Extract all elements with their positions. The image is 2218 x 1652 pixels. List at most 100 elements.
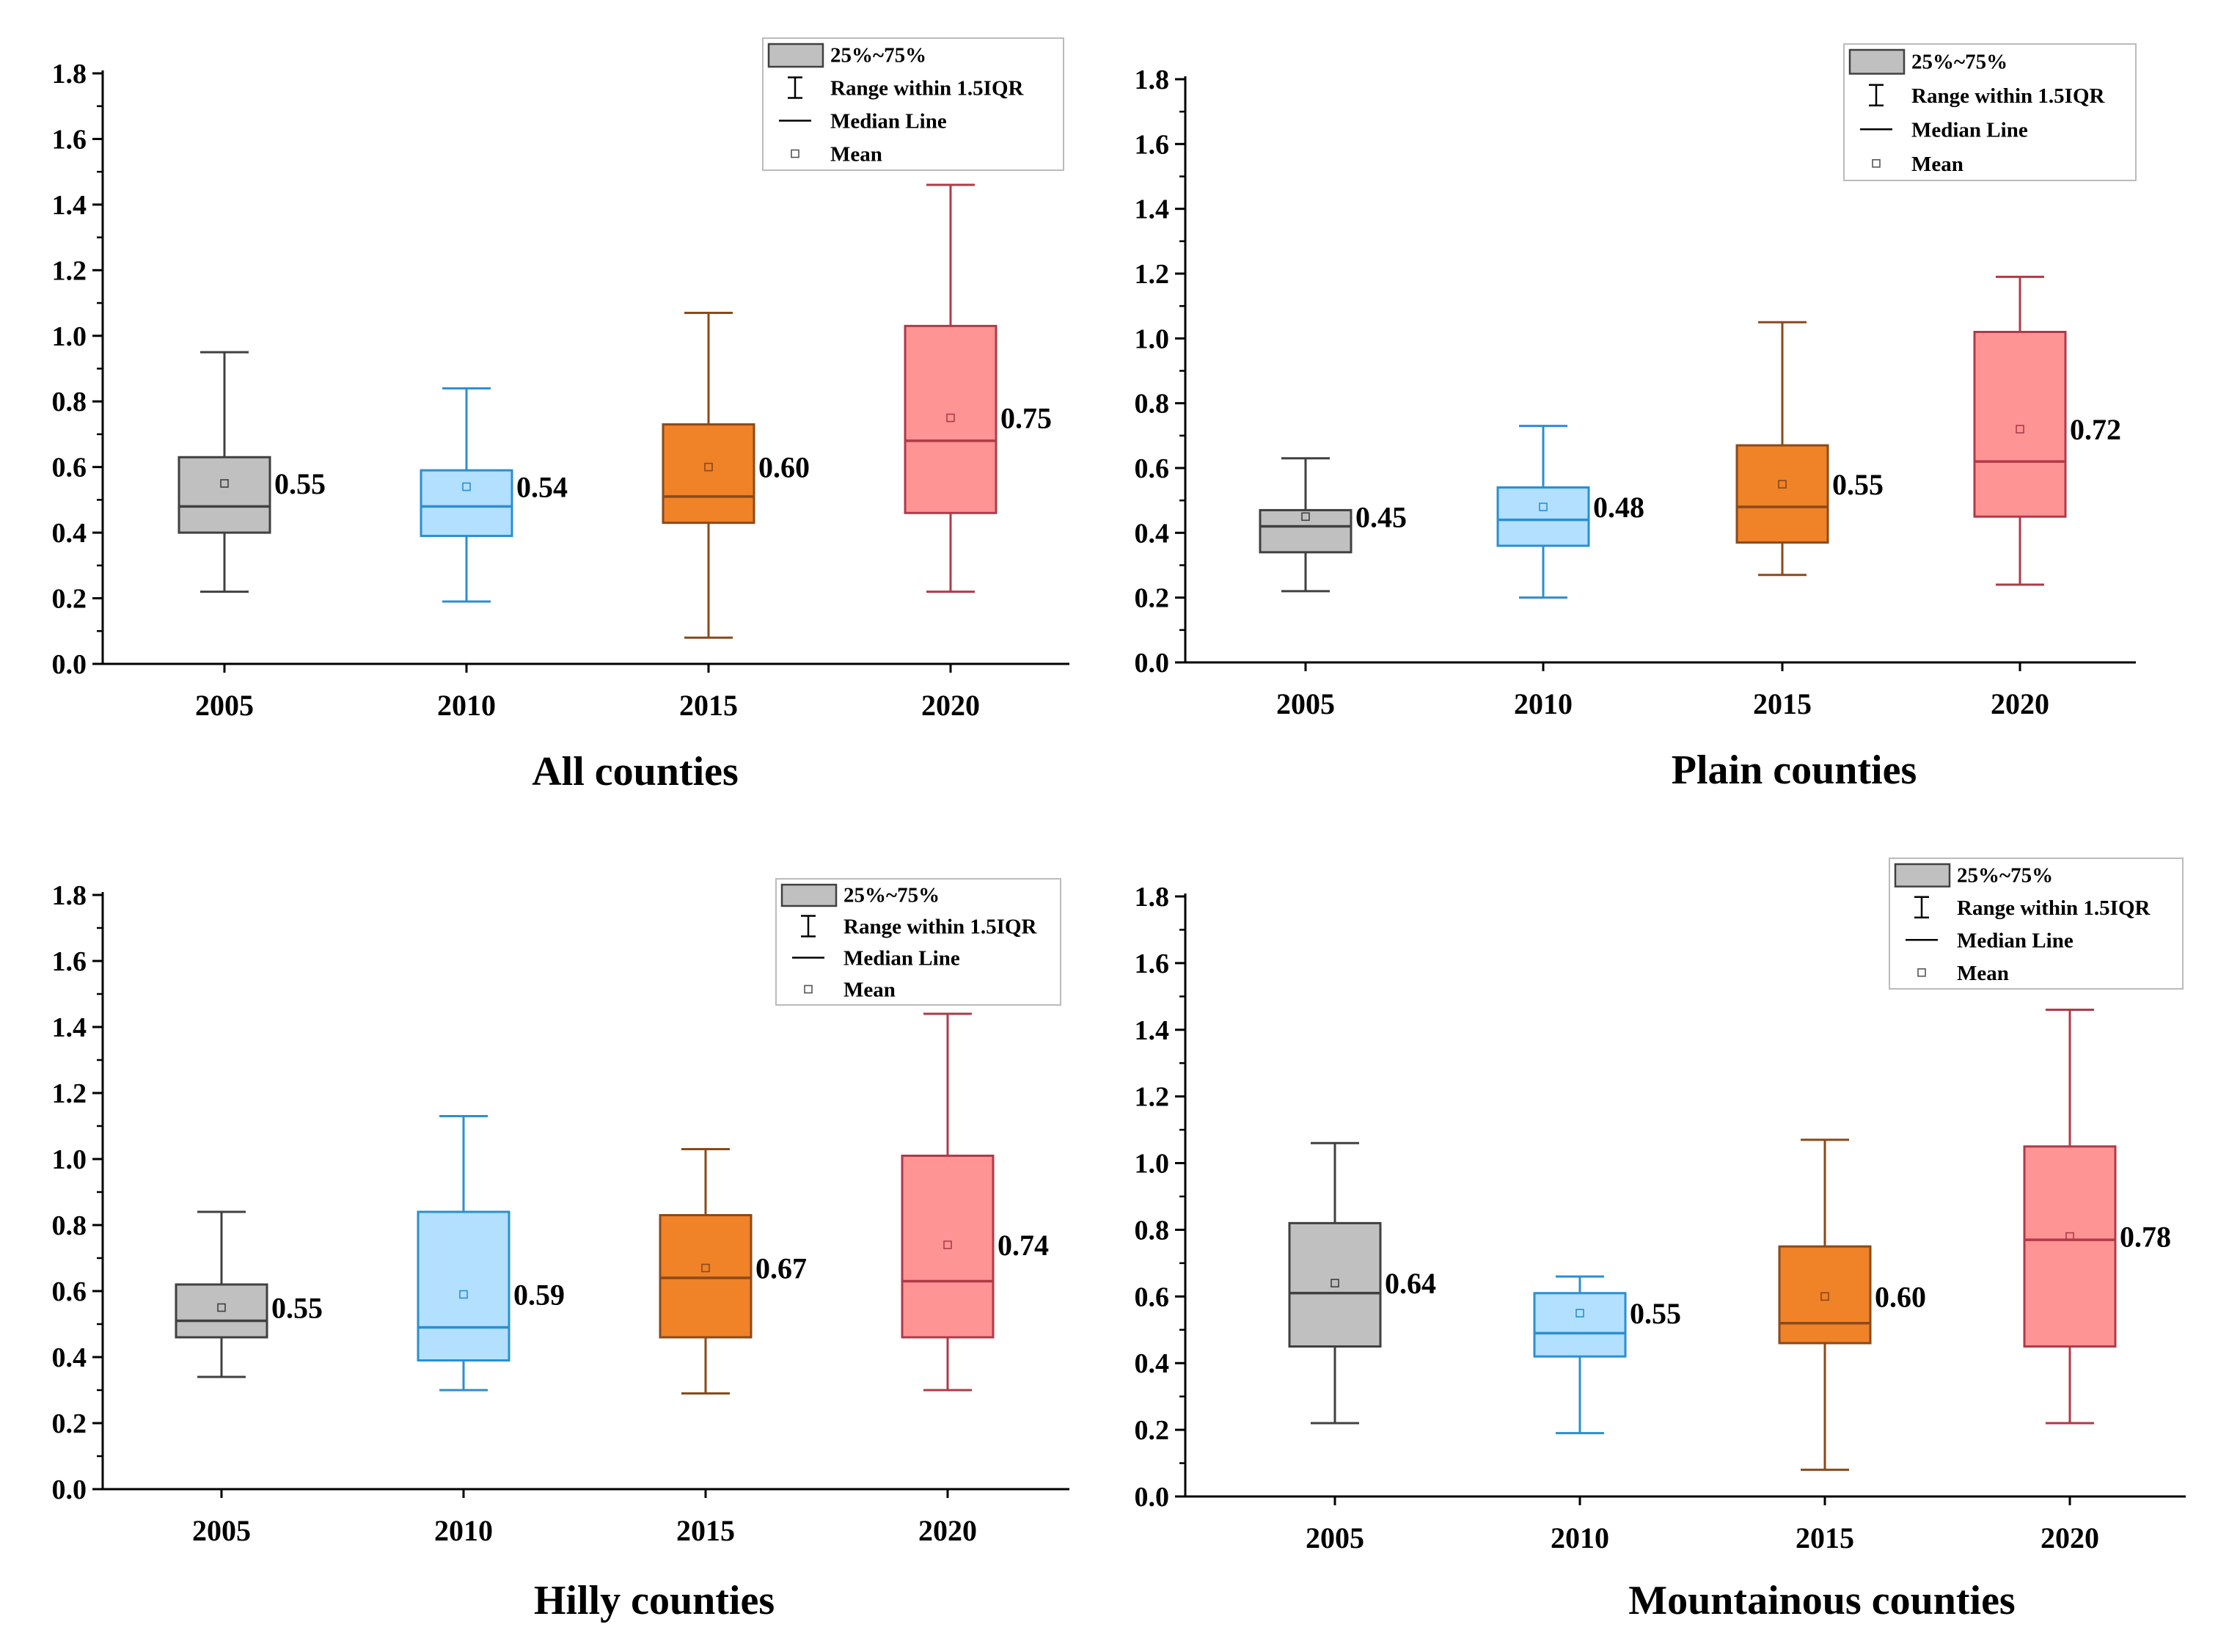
iqr-box [662, 423, 755, 525]
y-tick-label: 1.2 [52, 1078, 87, 1109]
legend-mean-symbol [1917, 968, 1926, 977]
iqr-box [1259, 508, 1353, 554]
y-tick-label: 1.0 [52, 321, 87, 352]
y-tick-label: 0.8 [52, 387, 87, 417]
mean-marker [2065, 1232, 2074, 1241]
legend-mean-label: Mean [1957, 962, 2009, 985]
y-tick-label: 1.4 [52, 190, 87, 221]
mean-marker [1820, 1292, 1829, 1301]
mean-marker [701, 1263, 710, 1273]
legend: 25%~75% Range within 1.5IQR Median Line Mea… [1843, 43, 2137, 181]
mean-marker [704, 462, 713, 472]
legend-box-swatch [1848, 48, 1906, 75]
y-tick-label: 1.0 [1135, 1149, 1170, 1180]
box-2020: 0.75 [904, 183, 1052, 593]
box-2010: 0.48 [1496, 425, 1644, 599]
box-2005: 0.64 [1288, 1141, 1436, 1425]
legend-mean-symbol [791, 149, 799, 158]
y-tick-label: 0.4 [52, 518, 87, 549]
y-tick-label: 1.8 [52, 880, 87, 911]
iqr-box [1973, 331, 2067, 518]
mean-value-label: 0.60 [758, 451, 810, 484]
box-2010: 0.55 [1533, 1275, 1681, 1435]
mean-value-label: 0.78 [2120, 1221, 2171, 1254]
legend-box-swatch [767, 43, 824, 68]
panel-title: Plain counties [1672, 748, 1917, 793]
y-tick-label: 1.2 [1135, 259, 1170, 290]
iqr-box [2023, 1145, 2117, 1348]
x-tick-label: 2005 [1306, 1521, 1364, 1554]
box-2015: 0.55 [1735, 321, 1884, 577]
legend-median-label: Median Line [1911, 118, 2028, 142]
box-2020: 0.78 [2023, 1009, 2171, 1425]
iqr-box [420, 469, 513, 538]
x-tick-label: 2015 [1753, 687, 1812, 720]
legend-mean-label: Mean [843, 979, 896, 1002]
x-tick-label: 2015 [1796, 1521, 1854, 1554]
legend-median-label: Median Line [843, 947, 960, 971]
mean-marker [1575, 1309, 1584, 1317]
iqr-box [659, 1214, 753, 1339]
legend-range-label: Range within 1.5IQR [830, 77, 1025, 100]
mean-value-label: 0.74 [998, 1229, 1049, 1262]
y-tick-label: 1.4 [52, 1012, 87, 1043]
legend-box-swatch [780, 883, 838, 907]
x-tick-label: 2015 [676, 1514, 735, 1547]
y-tick-label: 0.2 [52, 1408, 87, 1439]
legend-range-label: Range within 1.5IQR [1911, 84, 2106, 108]
iqr-box [417, 1210, 510, 1362]
iqr-box [1778, 1245, 1872, 1345]
y-tick-label: 1.8 [1135, 65, 1170, 95]
chart-panel-2: 0.0 0.2 0.4 0.6 0.8 1.0 1.2 1.4 1.6 1.8 0.45 2005 0.… [1135, 43, 2137, 793]
box-2010: 0.54 [420, 387, 568, 603]
legend-median-label: Median Line [1957, 929, 2074, 952]
box-2015: 0.60 [1778, 1139, 1926, 1472]
mean-value-label: 0.67 [755, 1252, 807, 1285]
mean-marker [459, 1290, 468, 1299]
legend-box-swatch [1894, 863, 1951, 888]
mean-marker [462, 482, 471, 491]
chart-panel-3: 0.0 0.2 0.4 0.6 0.8 1.0 1.2 1.4 1.6 1.8 0.55 2005 0.… [52, 878, 1069, 1623]
y-tick-label: 1.8 [1135, 882, 1170, 913]
panel-title: Hilly counties [534, 1578, 775, 1623]
y-tick-label: 1.4 [1135, 194, 1170, 225]
legend-box-label: 25%~75% [843, 884, 940, 907]
y-tick-label: 0.6 [1135, 1282, 1170, 1312]
y-tick-label: 0.2 [1135, 583, 1170, 614]
mean-marker [2016, 425, 2024, 434]
y-tick-label: 0.0 [1135, 1482, 1170, 1513]
mean-marker [220, 479, 229, 488]
y-tick-label: 0.0 [52, 1474, 87, 1505]
iqr-box [1288, 1221, 1382, 1348]
x-tick-label: 2005 [195, 689, 254, 722]
legend-median-label: Median Line [830, 110, 947, 134]
x-tick-label: 2010 [437, 689, 496, 722]
y-tick-label: 0.4 [1135, 1348, 1170, 1379]
x-tick-label: 2005 [1276, 687, 1335, 720]
legend: 25%~75% Range within 1.5IQR Median Line Mea… [1889, 858, 2184, 990]
legend-mean-label: Mean [830, 143, 882, 167]
y-tick-label: 0.2 [52, 584, 87, 615]
mean-value-label: 0.55 [271, 1292, 323, 1325]
mean-value-label: 0.64 [1385, 1267, 1436, 1300]
y-tick-label: 0.4 [1135, 518, 1170, 549]
mean-value-label: 0.72 [2070, 413, 2121, 446]
y-tick-label: 0.6 [1135, 453, 1170, 484]
y-tick-label: 0.2 [1135, 1415, 1170, 1446]
mean-marker [1301, 512, 1310, 522]
mean-marker [1778, 480, 1787, 489]
y-tick-label: 0.4 [52, 1342, 87, 1373]
y-tick-label: 1.2 [52, 255, 87, 286]
panel-title: All counties [532, 749, 739, 794]
x-tick-label: 2020 [918, 1514, 977, 1547]
mean-value-label: 0.75 [1000, 402, 1052, 435]
iqr-box [1533, 1292, 1627, 1358]
y-tick-label: 1.0 [1135, 324, 1170, 354]
y-tick-label: 1.8 [52, 59, 87, 89]
box-2005: 0.45 [1259, 457, 1407, 593]
mean-value-label: 0.45 [1355, 500, 1407, 533]
box-2015: 0.60 [662, 311, 810, 639]
y-tick-label: 1.2 [1135, 1082, 1170, 1113]
iqr-box [901, 1155, 995, 1339]
